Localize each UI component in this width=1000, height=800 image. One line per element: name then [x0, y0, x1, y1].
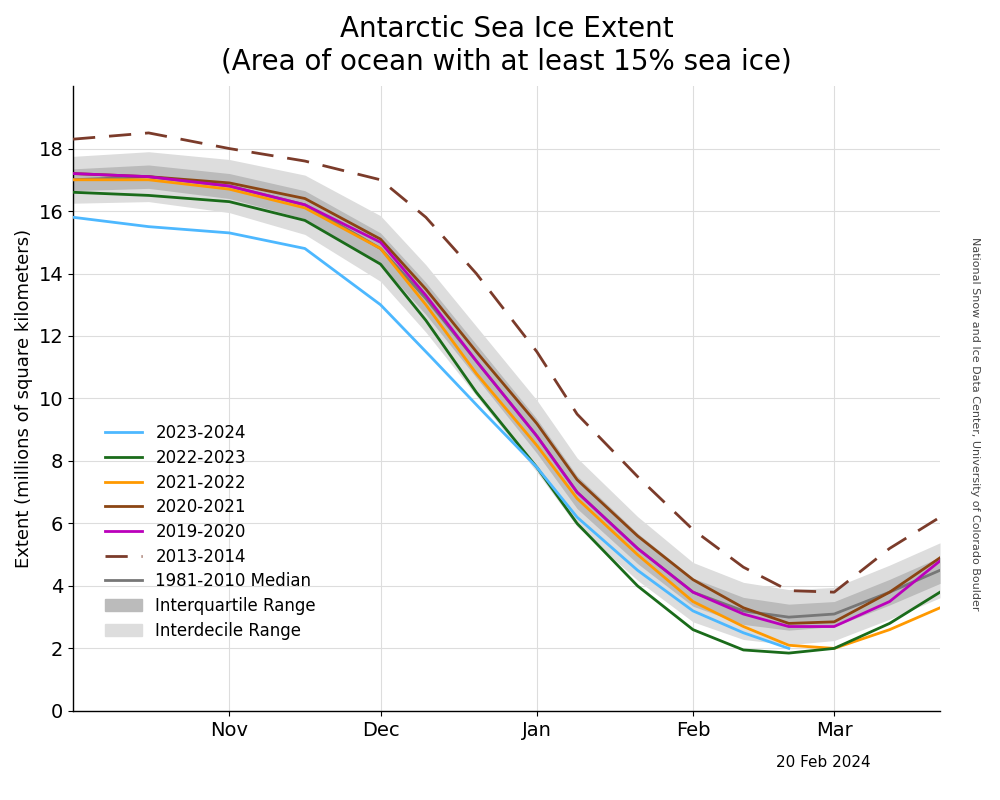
Text: 20 Feb 2024: 20 Feb 2024 [776, 754, 871, 770]
Legend: 2023-2024, 2022-2023, 2021-2022, 2020-2021, 2019-2020, 2013-2014, 1981-2010 Medi: 2023-2024, 2022-2023, 2021-2022, 2020-20… [99, 418, 323, 646]
Title: Antarctic Sea Ice Extent
(Area of ocean with at least 15% sea ice): Antarctic Sea Ice Extent (Area of ocean … [221, 15, 792, 75]
Text: National Snow and Ice Data Center, University of Colorado Boulder: National Snow and Ice Data Center, Unive… [970, 238, 980, 610]
Y-axis label: Extent (millions of square kilometers): Extent (millions of square kilometers) [15, 229, 33, 568]
